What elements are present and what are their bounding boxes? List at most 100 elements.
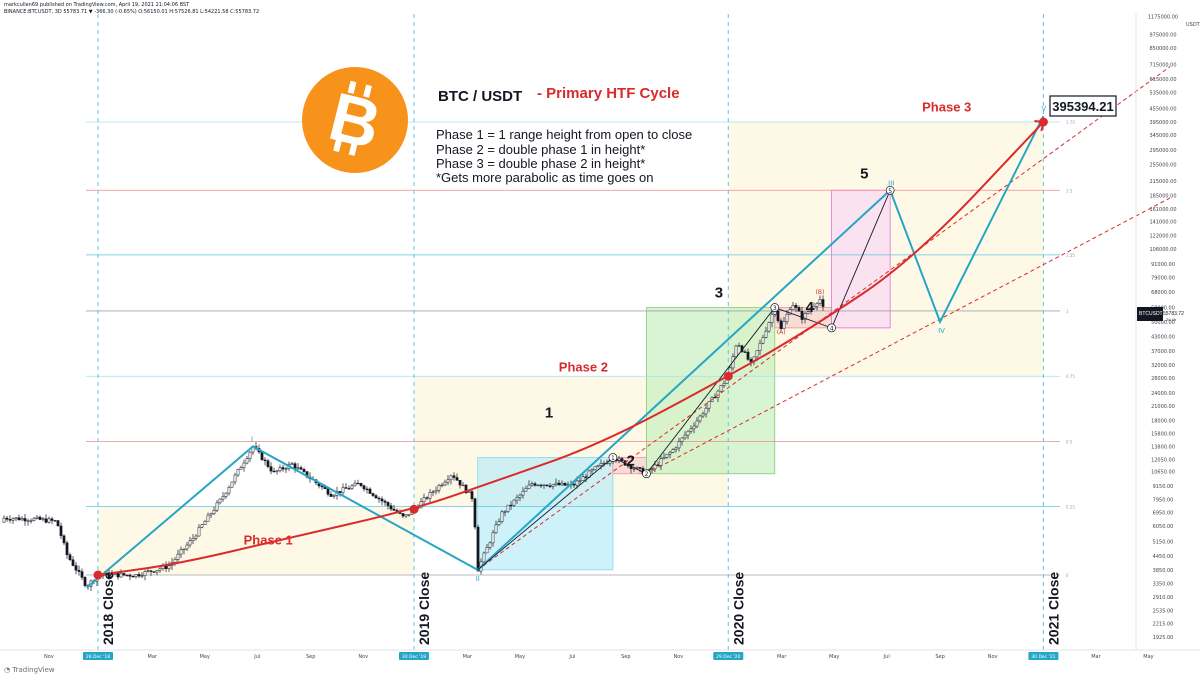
price-tick-21: 50000.00 (1151, 320, 1175, 326)
price-tick-12: 185000.00 (1149, 193, 1176, 199)
candle-body (65, 542, 69, 556)
candle-body (362, 485, 366, 490)
sub-wave-marker-3 (827, 323, 836, 333)
currency-label: USDT (1186, 22, 1200, 28)
time-tick-12: Nov (673, 654, 683, 660)
candle-body (155, 569, 159, 573)
candle-body (290, 463, 294, 465)
candle-body (56, 520, 60, 527)
candle-body (689, 428, 693, 432)
price-tick-16: 106000.00 (1149, 247, 1176, 253)
candle-body (764, 330, 768, 338)
candle-body (785, 313, 789, 322)
price-tick-7: 395000.00 (1149, 120, 1176, 126)
candle-body (575, 480, 579, 486)
candle-body (533, 483, 537, 486)
candle-body (698, 415, 702, 422)
candle-body (503, 511, 507, 513)
sub-wave-number-1: 2 (626, 453, 634, 470)
target-callout: 395394.21 (1049, 95, 1117, 117)
price-axis[interactable]: 1175000.00 975000.00 850000.00 715000.00 615… (1148, 15, 1200, 641)
time-axis[interactable]: Nov 28 Dec '18 Mar May Jul Sep Nov 30 Dec '19 Ma… (44, 652, 1154, 660)
candle-body (77, 569, 81, 572)
candle-body (359, 483, 363, 486)
phase-note-1: Phase 1 = 1 range height from open to cl… (436, 127, 692, 142)
time-tick-14: Mar (777, 654, 787, 660)
candle-body (83, 577, 87, 586)
candle-body (347, 488, 351, 490)
price-tick-5: 535000.00 (1149, 91, 1176, 97)
candle-body (62, 535, 66, 544)
candle-body (572, 483, 576, 486)
candle-body (248, 451, 252, 459)
tradingview-logo: ◔ TradingView (4, 666, 55, 674)
candle-body (596, 465, 600, 468)
sub-wave-marker-4 (885, 185, 895, 195)
candle-body (593, 466, 597, 470)
price-tick-29: 15800.00 (1151, 431, 1175, 437)
candle-body (704, 407, 708, 415)
candle-body (329, 493, 333, 497)
candle-body (497, 521, 501, 526)
candle-body (485, 547, 489, 554)
time-tick-highlight-1 (83, 652, 113, 660)
candle-body (53, 520, 57, 522)
price-tick-41: 2910.00 (1153, 595, 1174, 601)
candle-body (41, 518, 45, 520)
candle-body (500, 511, 504, 522)
candle-body (521, 490, 525, 496)
candle-body (491, 532, 495, 544)
candle-body (215, 502, 219, 511)
time-tick-19: 30 Dec '21 (1031, 654, 1055, 660)
price-tick-10: 255000.00 (1149, 162, 1176, 168)
curve-point-3 (1038, 117, 1048, 127)
candle-body (749, 359, 753, 363)
candle-body (152, 571, 156, 573)
candle-body (386, 502, 390, 506)
price-tick-22: 43000.00 (1151, 334, 1175, 340)
candle-body (662, 456, 666, 459)
curve-point-1 (409, 504, 419, 514)
last-price-badge: BTCUSDT 55783.72 2d 4h (1137, 307, 1184, 322)
candle-body (542, 484, 546, 486)
time-tick-17: Sep (935, 654, 944, 660)
candle-body (452, 475, 456, 478)
candle-body (671, 449, 675, 453)
candle-body (554, 482, 558, 485)
last-price-symbol: BTCUSDT (1139, 311, 1163, 317)
price-tick-24: 32000.00 (1151, 363, 1175, 369)
candle-body (470, 491, 474, 500)
candle-body (524, 488, 528, 492)
candle-body (590, 469, 594, 472)
macro-wave-label-4: IV (938, 327, 945, 335)
candle-body (536, 484, 540, 487)
price-tick-11: 215000.00 (1149, 179, 1176, 185)
candle-body (635, 467, 639, 469)
fib-label-5: 1.25 (1066, 253, 1075, 258)
time-tick-8: Mar (463, 654, 473, 660)
candle-body (8, 519, 12, 521)
candle-body (743, 351, 747, 353)
price-tick-27: 21000.00 (1151, 404, 1175, 410)
price-tick-28: 18000.00 (1151, 419, 1175, 425)
sub-wave-marker-text-0: 1 (611, 455, 615, 462)
candle-body (341, 487, 345, 493)
candle-body (206, 514, 210, 522)
curve-point-2 (723, 371, 733, 381)
candle-body (185, 544, 189, 550)
candle-body (758, 342, 762, 351)
candle-body (125, 574, 129, 577)
macro-wave-label-1: I (251, 435, 253, 443)
candle-body (722, 383, 726, 386)
candle-body (701, 413, 705, 417)
candle-body (20, 518, 24, 521)
candle-body (32, 518, 36, 521)
time-tick-20: Mar (1091, 654, 1101, 660)
candle-body (353, 482, 357, 487)
publisher-line: markcullen69 published on TradingView.co… (4, 2, 190, 8)
candle-body (182, 548, 186, 551)
candle-body (200, 524, 204, 528)
candle-body (548, 485, 552, 487)
candle-body (203, 521, 207, 525)
